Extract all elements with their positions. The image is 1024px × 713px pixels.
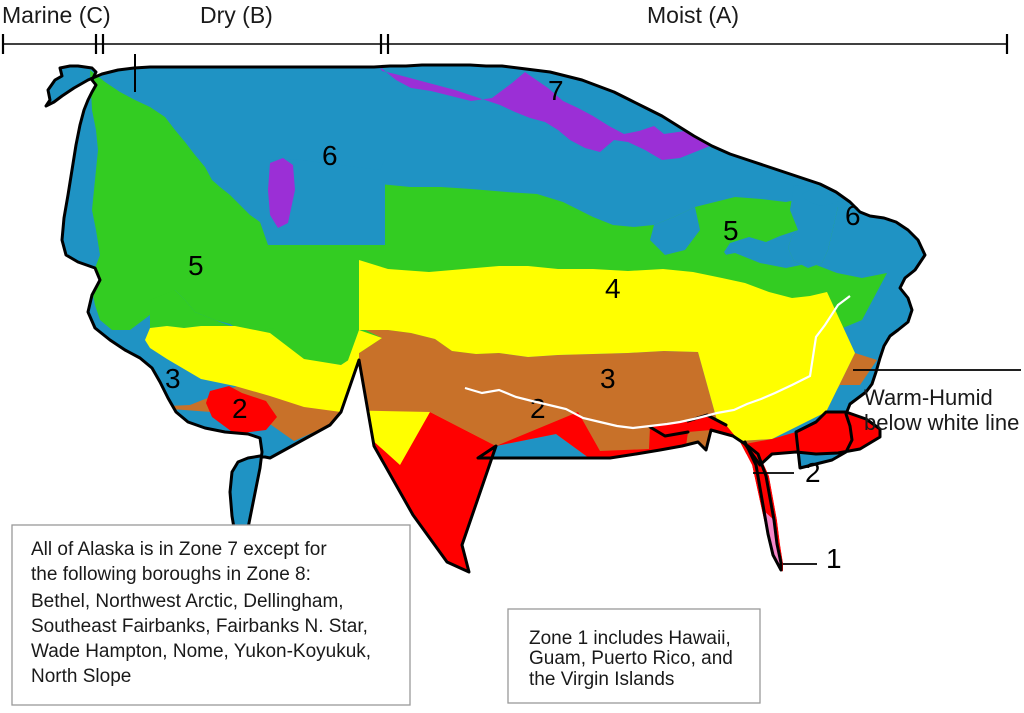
svg-text:2: 2	[530, 393, 546, 424]
svg-text:5: 5	[723, 215, 739, 246]
svg-text:Dry (B): Dry (B)	[200, 2, 273, 28]
svg-text:2: 2	[805, 457, 821, 488]
svg-text:6: 6	[845, 200, 861, 231]
svg-text:6: 6	[322, 140, 338, 171]
svg-text:the following boroughs in Zone: the following boroughs in Zone 8:	[31, 564, 311, 585]
svg-text:Warm-Humid: Warm-Humid	[864, 385, 993, 410]
svg-text:Zone 1 includes Hawaii,: Zone 1 includes Hawaii,	[529, 628, 731, 649]
svg-text:5: 5	[188, 250, 204, 281]
svg-text:North Slope: North Slope	[31, 666, 131, 687]
svg-text:Moist (A): Moist (A)	[647, 2, 739, 28]
svg-text:All of Alaska is in Zone 7 exc: All of Alaska is in Zone 7 except for	[31, 539, 327, 560]
svg-text:Bethel, Northwest Arctic, Dell: Bethel, Northwest Arctic, Dellingham,	[31, 591, 344, 612]
svg-text:1: 1	[826, 543, 842, 574]
svg-text:Wade Hampton, Nome, Yukon-Koyu: Wade Hampton, Nome, Yukon-Koyukuk,	[31, 641, 371, 662]
svg-text:4: 4	[605, 273, 621, 304]
svg-text:Southeast Fairbanks, Fairbanks: Southeast Fairbanks, Fairbanks N. Star,	[31, 616, 368, 637]
svg-text:Marine (C): Marine (C)	[2, 2, 111, 28]
svg-text:3: 3	[600, 363, 616, 394]
svg-text:below white line: below white line	[864, 410, 1019, 435]
svg-text:3: 3	[165, 363, 181, 394]
svg-text:2: 2	[232, 393, 248, 424]
svg-text:7: 7	[548, 75, 564, 106]
svg-text:the Virgin Islands: the Virgin Islands	[529, 669, 674, 690]
svg-text:Guam, Puerto Rico, and: Guam, Puerto Rico, and	[529, 648, 733, 669]
